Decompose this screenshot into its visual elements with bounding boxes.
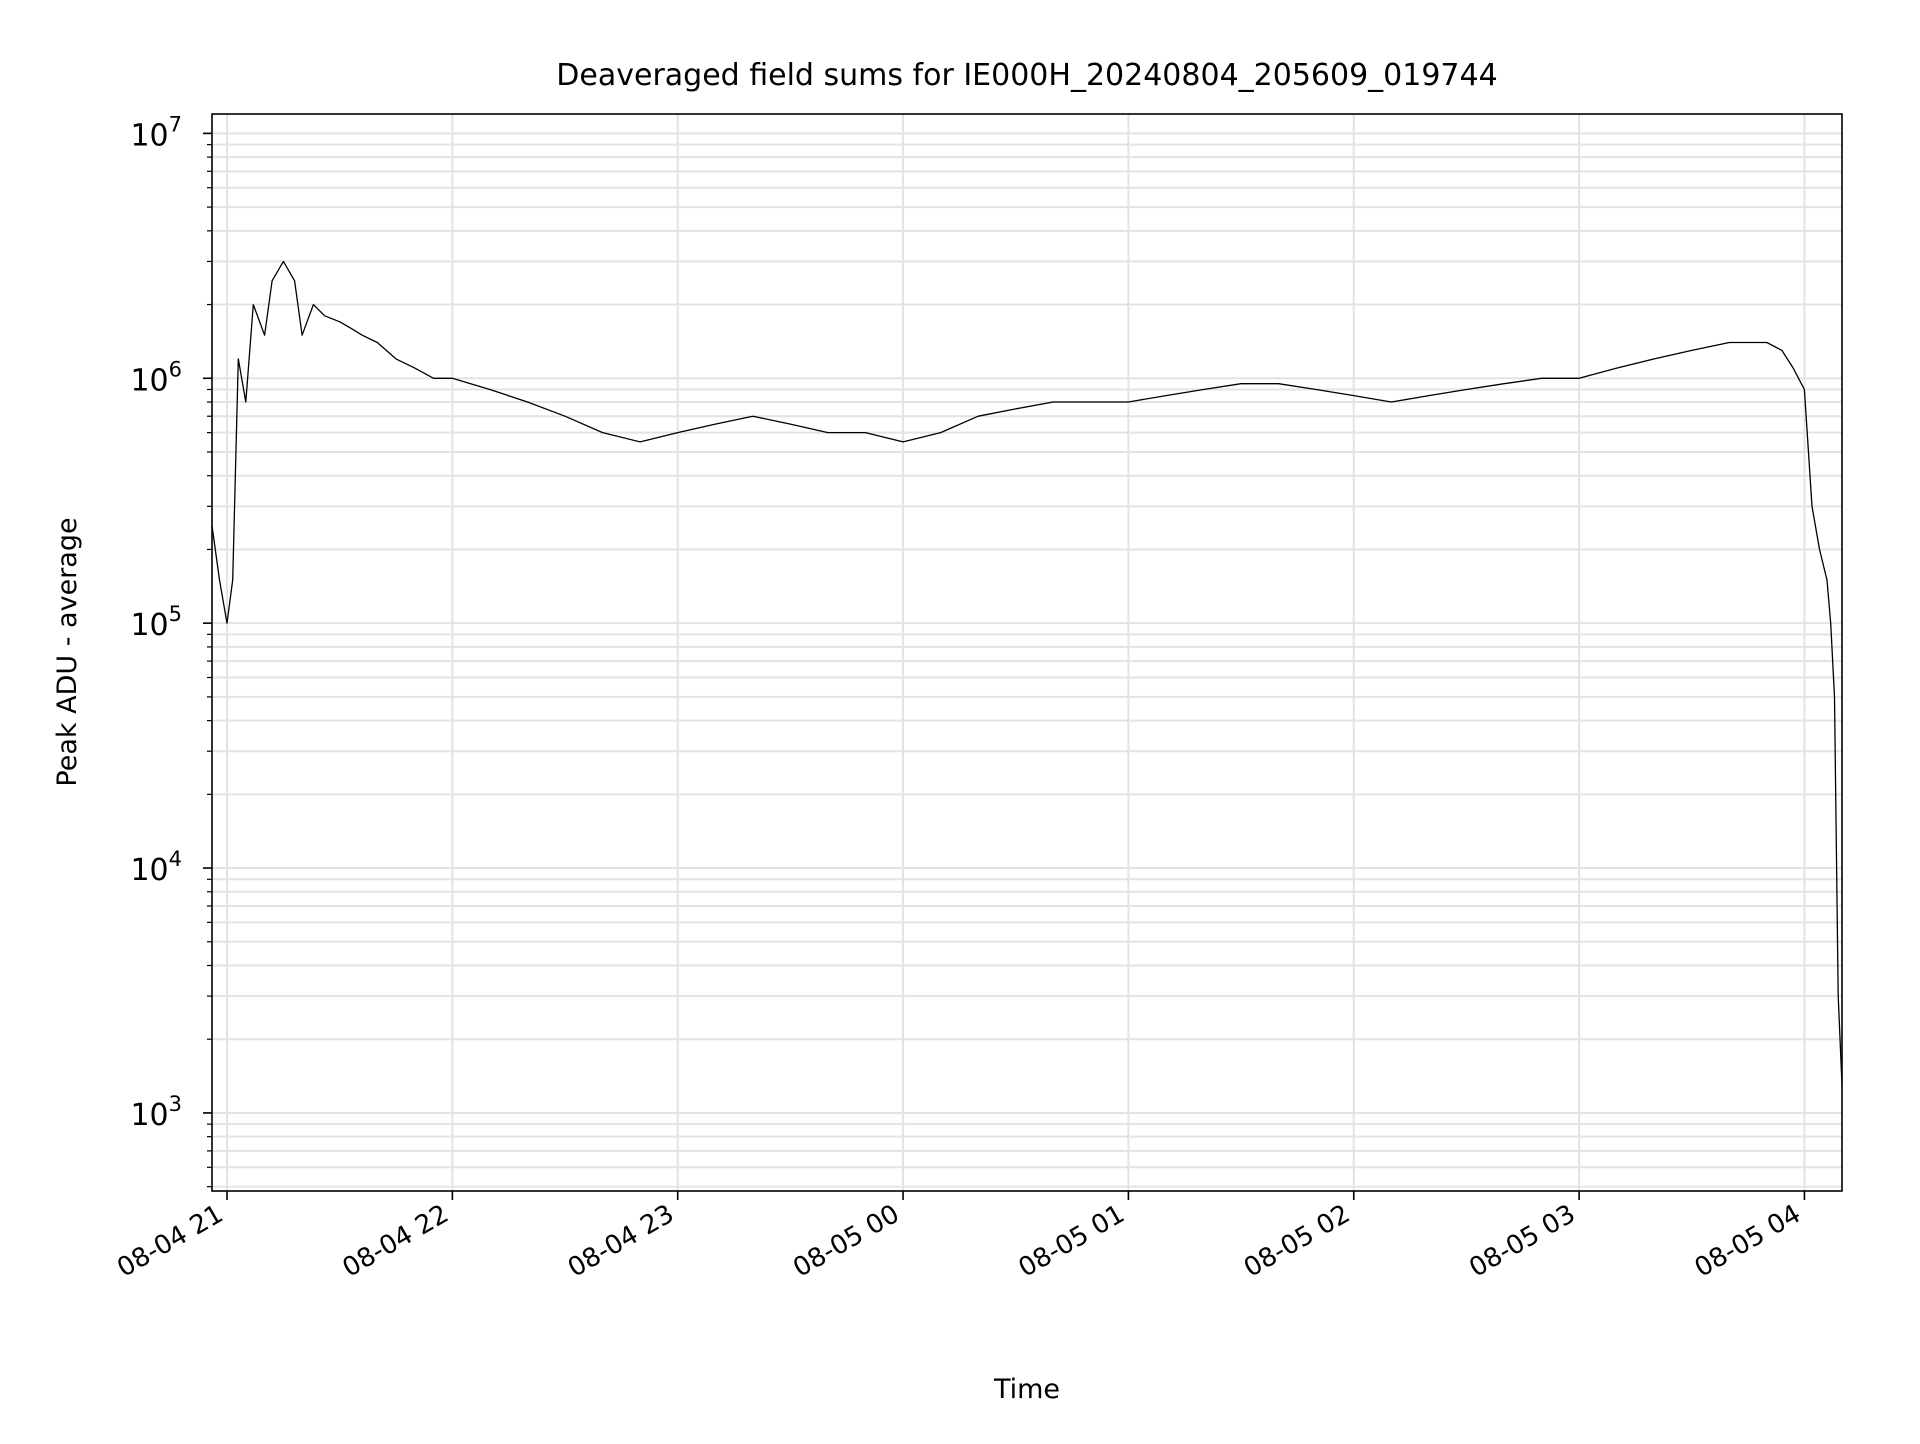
x-axis-label: Time <box>993 1374 1060 1405</box>
y-tick-label: 104 <box>130 847 182 888</box>
data-layer <box>211 260 1843 1086</box>
y-tick-label: 107 <box>130 112 182 153</box>
y-tick-label: 105 <box>130 602 182 643</box>
y-axis-label: Peak ADU - average <box>52 517 83 786</box>
y-tick-label: 103 <box>130 1092 182 1133</box>
series-line <box>211 260 1843 1086</box>
y-tick-label: 106 <box>130 357 182 398</box>
grid-layer <box>212 114 1842 1191</box>
chart-title: Deaveraged field sums for IE000H_2024080… <box>556 58 1497 93</box>
plot-frame <box>211 113 1843 1192</box>
